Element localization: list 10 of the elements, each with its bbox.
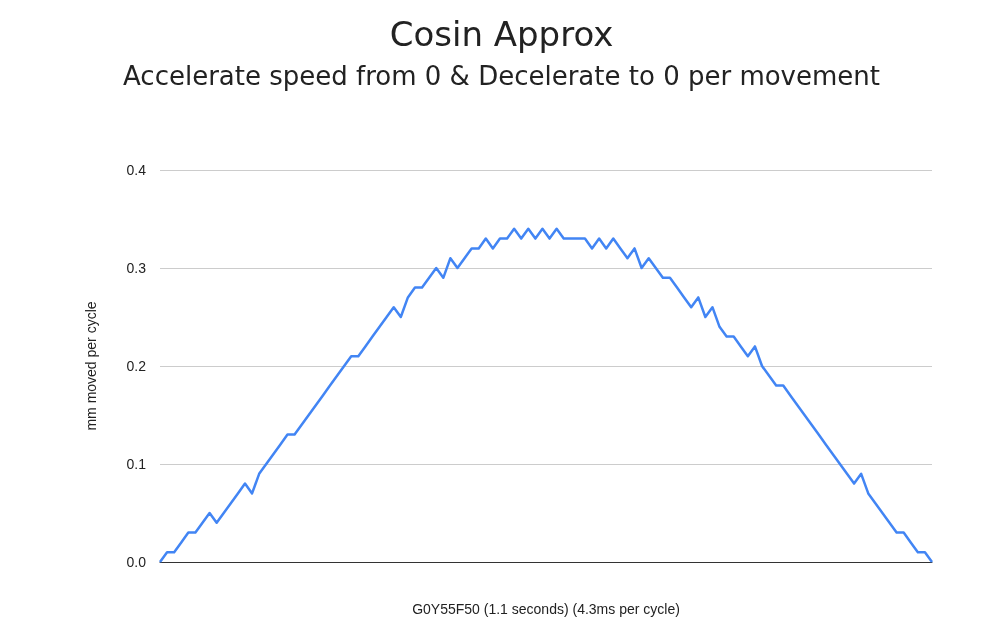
y-tick-label: 0.2 (126, 358, 147, 374)
chart-title: Cosin Approx (389, 14, 614, 54)
y-tick-label: 0.4 (126, 162, 147, 178)
y-tick-label: 0.1 (126, 456, 147, 472)
y-tick-label: 0.3 (126, 260, 147, 276)
x-axis-title: G0Y55F50 (1.1 seconds) (4.3ms per cycle) (412, 601, 680, 617)
line-series (158, 227, 934, 564)
y-axis-title: mm moved per cycle (83, 301, 99, 431)
y-tick-label: 0.0 (126, 554, 147, 570)
chart-subtitle: Accelerate speed from 0 & Decelerate to 0 per movement (123, 61, 880, 91)
